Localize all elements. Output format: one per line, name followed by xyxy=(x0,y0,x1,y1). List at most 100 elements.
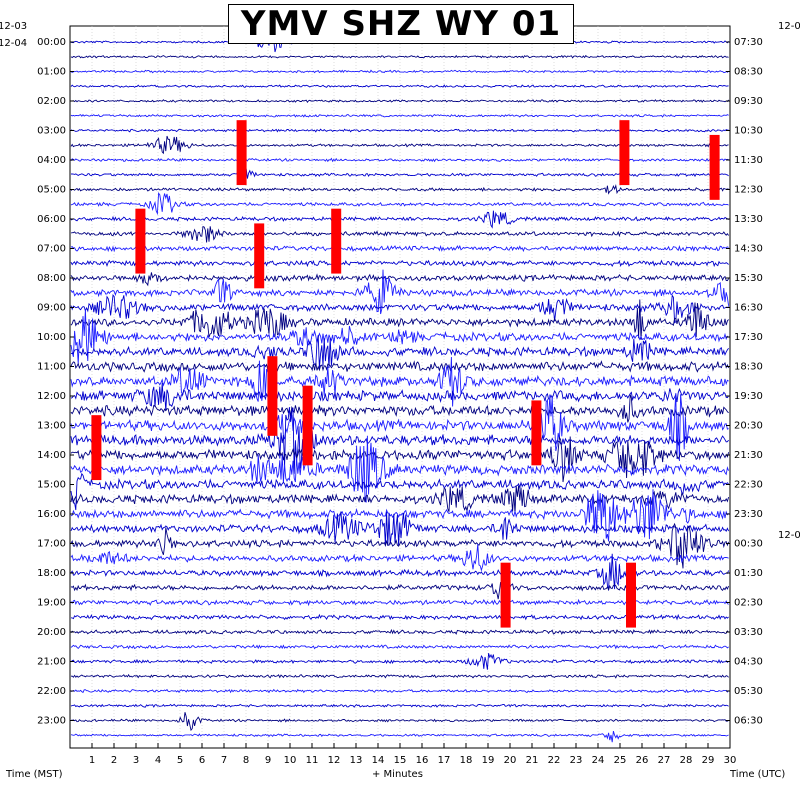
x-tick-label: 24 xyxy=(592,755,605,766)
x-tick-label: 2 xyxy=(111,755,117,766)
trace-line xyxy=(70,54,729,59)
trace-line xyxy=(70,577,730,600)
trace-line xyxy=(70,435,730,503)
left-date-label-start: 12-03 xyxy=(0,21,27,32)
title-box: YMV SHZ WY 01 xyxy=(228,4,574,44)
x-tick-label: 10 xyxy=(284,755,297,766)
clipped-event-mark xyxy=(254,223,265,289)
right-hour-label: 18:30 xyxy=(734,362,763,373)
x-tick-label: 14 xyxy=(372,755,385,766)
trace-line xyxy=(70,272,729,287)
right-hour-label: 21:30 xyxy=(734,450,763,461)
left-hour-label: 06:00 xyxy=(37,214,66,225)
trace-line xyxy=(70,489,729,542)
trace-line xyxy=(70,191,729,216)
right-hour-label: 02:30 xyxy=(734,598,763,609)
right-time-labels: 07:30 08:30 09:30 10:30 11:30 12:30 13:30 14:30… xyxy=(726,37,763,727)
left-hour-label: 00:00 xyxy=(37,37,66,48)
trace-line xyxy=(70,269,730,315)
trace-line xyxy=(70,673,729,679)
left-hour-label: 14:00 xyxy=(37,450,66,461)
left-hour-label: 11:00 xyxy=(37,362,66,373)
trace-line xyxy=(70,730,729,743)
trace-line xyxy=(70,644,729,650)
clipped-events xyxy=(91,120,720,628)
left-hour-label: 09:00 xyxy=(37,303,66,314)
trace-line xyxy=(70,335,729,369)
chart-title: YMV SHZ WY 01 xyxy=(240,4,562,44)
right-hour-label: 03:30 xyxy=(734,627,763,638)
clipped-event-mark xyxy=(267,356,278,436)
clipped-event-mark xyxy=(709,134,720,200)
x-tick-label: 4 xyxy=(155,755,161,766)
trace-line xyxy=(70,135,729,155)
x-tick-label: 30 xyxy=(724,755,737,766)
right-hour-label: 17:30 xyxy=(734,332,763,343)
trace-line xyxy=(70,553,730,591)
trace-line xyxy=(70,485,730,514)
x-axis-ticks: 1 2 3 4 5 6 7 8 9 10 11 12 13 14 15 16 17 18 19 20 21 22 23 24 2… xyxy=(89,743,737,766)
right-hour-label: 09:30 xyxy=(734,96,763,107)
x-tick-label: 18 xyxy=(460,755,473,766)
x-tick-label: 16 xyxy=(416,755,429,766)
trace-line xyxy=(70,113,729,118)
trace-line xyxy=(70,244,729,253)
trace-line xyxy=(70,84,729,89)
x-tick-label: 8 xyxy=(243,755,249,766)
x-tick-label: 3 xyxy=(133,755,139,766)
trace-line xyxy=(70,522,730,569)
right-hour-label: 07:30 xyxy=(734,37,763,48)
trace-line xyxy=(70,628,729,635)
x-tick-label: 22 xyxy=(548,755,561,766)
x-tick-label: 19 xyxy=(482,755,495,766)
clipped-event-mark xyxy=(135,208,146,274)
trace-line xyxy=(70,69,729,74)
right-hour-label: 11:30 xyxy=(734,155,763,166)
left-date-label-next: 12-04 xyxy=(0,38,27,49)
trace-line xyxy=(70,382,729,412)
right-hour-label: 15:30 xyxy=(734,273,763,284)
trace-line xyxy=(70,703,729,708)
x-tick-label: 5 xyxy=(177,755,183,766)
trace-line xyxy=(70,472,729,511)
trace-line xyxy=(70,688,729,694)
left-hour-label: 01:00 xyxy=(37,67,66,78)
right-hour-label: 14:30 xyxy=(734,244,763,255)
clipped-event-mark xyxy=(302,385,313,466)
trace-line xyxy=(70,309,729,364)
left-hour-label: 23:00 xyxy=(37,716,66,727)
right-hour-label: 22:30 xyxy=(734,480,763,491)
right-hour-label: 00:30 xyxy=(734,539,763,550)
trace-line xyxy=(70,128,729,133)
trace-line xyxy=(70,225,729,243)
clipped-event-mark xyxy=(236,120,247,186)
x-tick-label: 7 xyxy=(221,755,227,766)
trace-line xyxy=(70,293,729,324)
x-tick-label: 1 xyxy=(89,755,95,766)
left-hour-label: 12:00 xyxy=(37,391,66,402)
trace-line xyxy=(70,259,729,268)
left-hour-label: 05:00 xyxy=(37,185,66,196)
clipped-event-mark xyxy=(626,562,636,628)
right-hour-label: 10:30 xyxy=(734,126,763,137)
trace-line xyxy=(70,598,729,607)
trace-line xyxy=(70,712,729,732)
left-hour-label: 03:00 xyxy=(37,126,66,137)
left-hour-label: 07:00 xyxy=(37,244,66,255)
left-hour-label: 21:00 xyxy=(37,657,66,668)
left-hour-label: 08:00 xyxy=(37,273,66,284)
left-time-labels: 00:00 01:00 02:00 03:00 04:00 05:00 06:00 07:00… xyxy=(37,37,74,727)
left-hour-label: 20:00 xyxy=(37,627,66,638)
left-hour-label: 16:00 xyxy=(37,509,66,520)
x-tick-label: 21 xyxy=(526,755,539,766)
x-tick-label: 28 xyxy=(680,755,693,766)
left-hour-label: 13:00 xyxy=(37,421,66,432)
left-hour-label: 19:00 xyxy=(37,598,66,609)
clipped-event-mark xyxy=(91,415,102,481)
x-tick-label: 9 xyxy=(265,755,271,766)
right-hour-label: 05:30 xyxy=(734,686,763,697)
left-hour-label: 10:00 xyxy=(37,332,66,343)
x-tick-label: 6 xyxy=(199,755,205,766)
trace-line xyxy=(71,99,729,103)
